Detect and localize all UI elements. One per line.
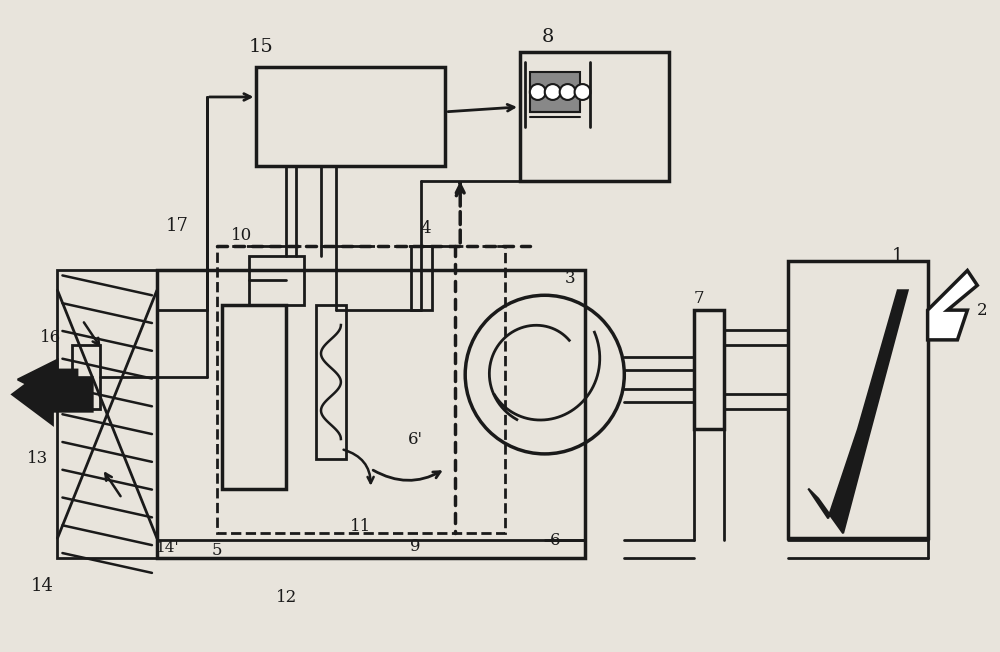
Text: 15: 15 bbox=[249, 38, 274, 56]
Text: 6: 6 bbox=[549, 531, 560, 549]
Polygon shape bbox=[928, 271, 977, 340]
Text: 17: 17 bbox=[165, 217, 188, 235]
Bar bbox=[217, 246, 505, 533]
Bar bbox=[222, 305, 286, 488]
Polygon shape bbox=[18, 360, 77, 400]
Bar bbox=[57, 271, 157, 558]
Bar bbox=[256, 67, 445, 166]
Circle shape bbox=[530, 84, 546, 100]
Text: 2: 2 bbox=[977, 302, 988, 319]
Text: 3: 3 bbox=[564, 270, 575, 287]
Bar bbox=[157, 271, 585, 558]
Text: 6': 6' bbox=[408, 430, 423, 447]
Text: 4: 4 bbox=[420, 220, 431, 237]
Bar bbox=[520, 52, 669, 181]
Polygon shape bbox=[13, 364, 92, 424]
Text: 9: 9 bbox=[410, 538, 421, 555]
Text: 11: 11 bbox=[350, 518, 371, 535]
Text: 16: 16 bbox=[40, 329, 61, 346]
Bar bbox=[788, 261, 928, 538]
Text: 7: 7 bbox=[694, 289, 704, 306]
Circle shape bbox=[560, 84, 576, 100]
Bar bbox=[411, 246, 432, 310]
Bar bbox=[694, 310, 724, 429]
Text: 8: 8 bbox=[542, 29, 554, 46]
Bar bbox=[316, 305, 346, 459]
Text: 14': 14' bbox=[155, 541, 179, 555]
Bar bbox=[72, 345, 100, 409]
Bar bbox=[249, 256, 304, 305]
Text: 1: 1 bbox=[892, 246, 904, 265]
Text: 10: 10 bbox=[231, 228, 252, 244]
Text: 12: 12 bbox=[276, 589, 297, 606]
Text: 13: 13 bbox=[27, 451, 48, 467]
Circle shape bbox=[575, 84, 590, 100]
Text: 5: 5 bbox=[211, 542, 222, 559]
Bar bbox=[530, 72, 580, 112]
Polygon shape bbox=[808, 290, 908, 533]
Text: 14: 14 bbox=[31, 577, 54, 595]
Circle shape bbox=[545, 84, 561, 100]
